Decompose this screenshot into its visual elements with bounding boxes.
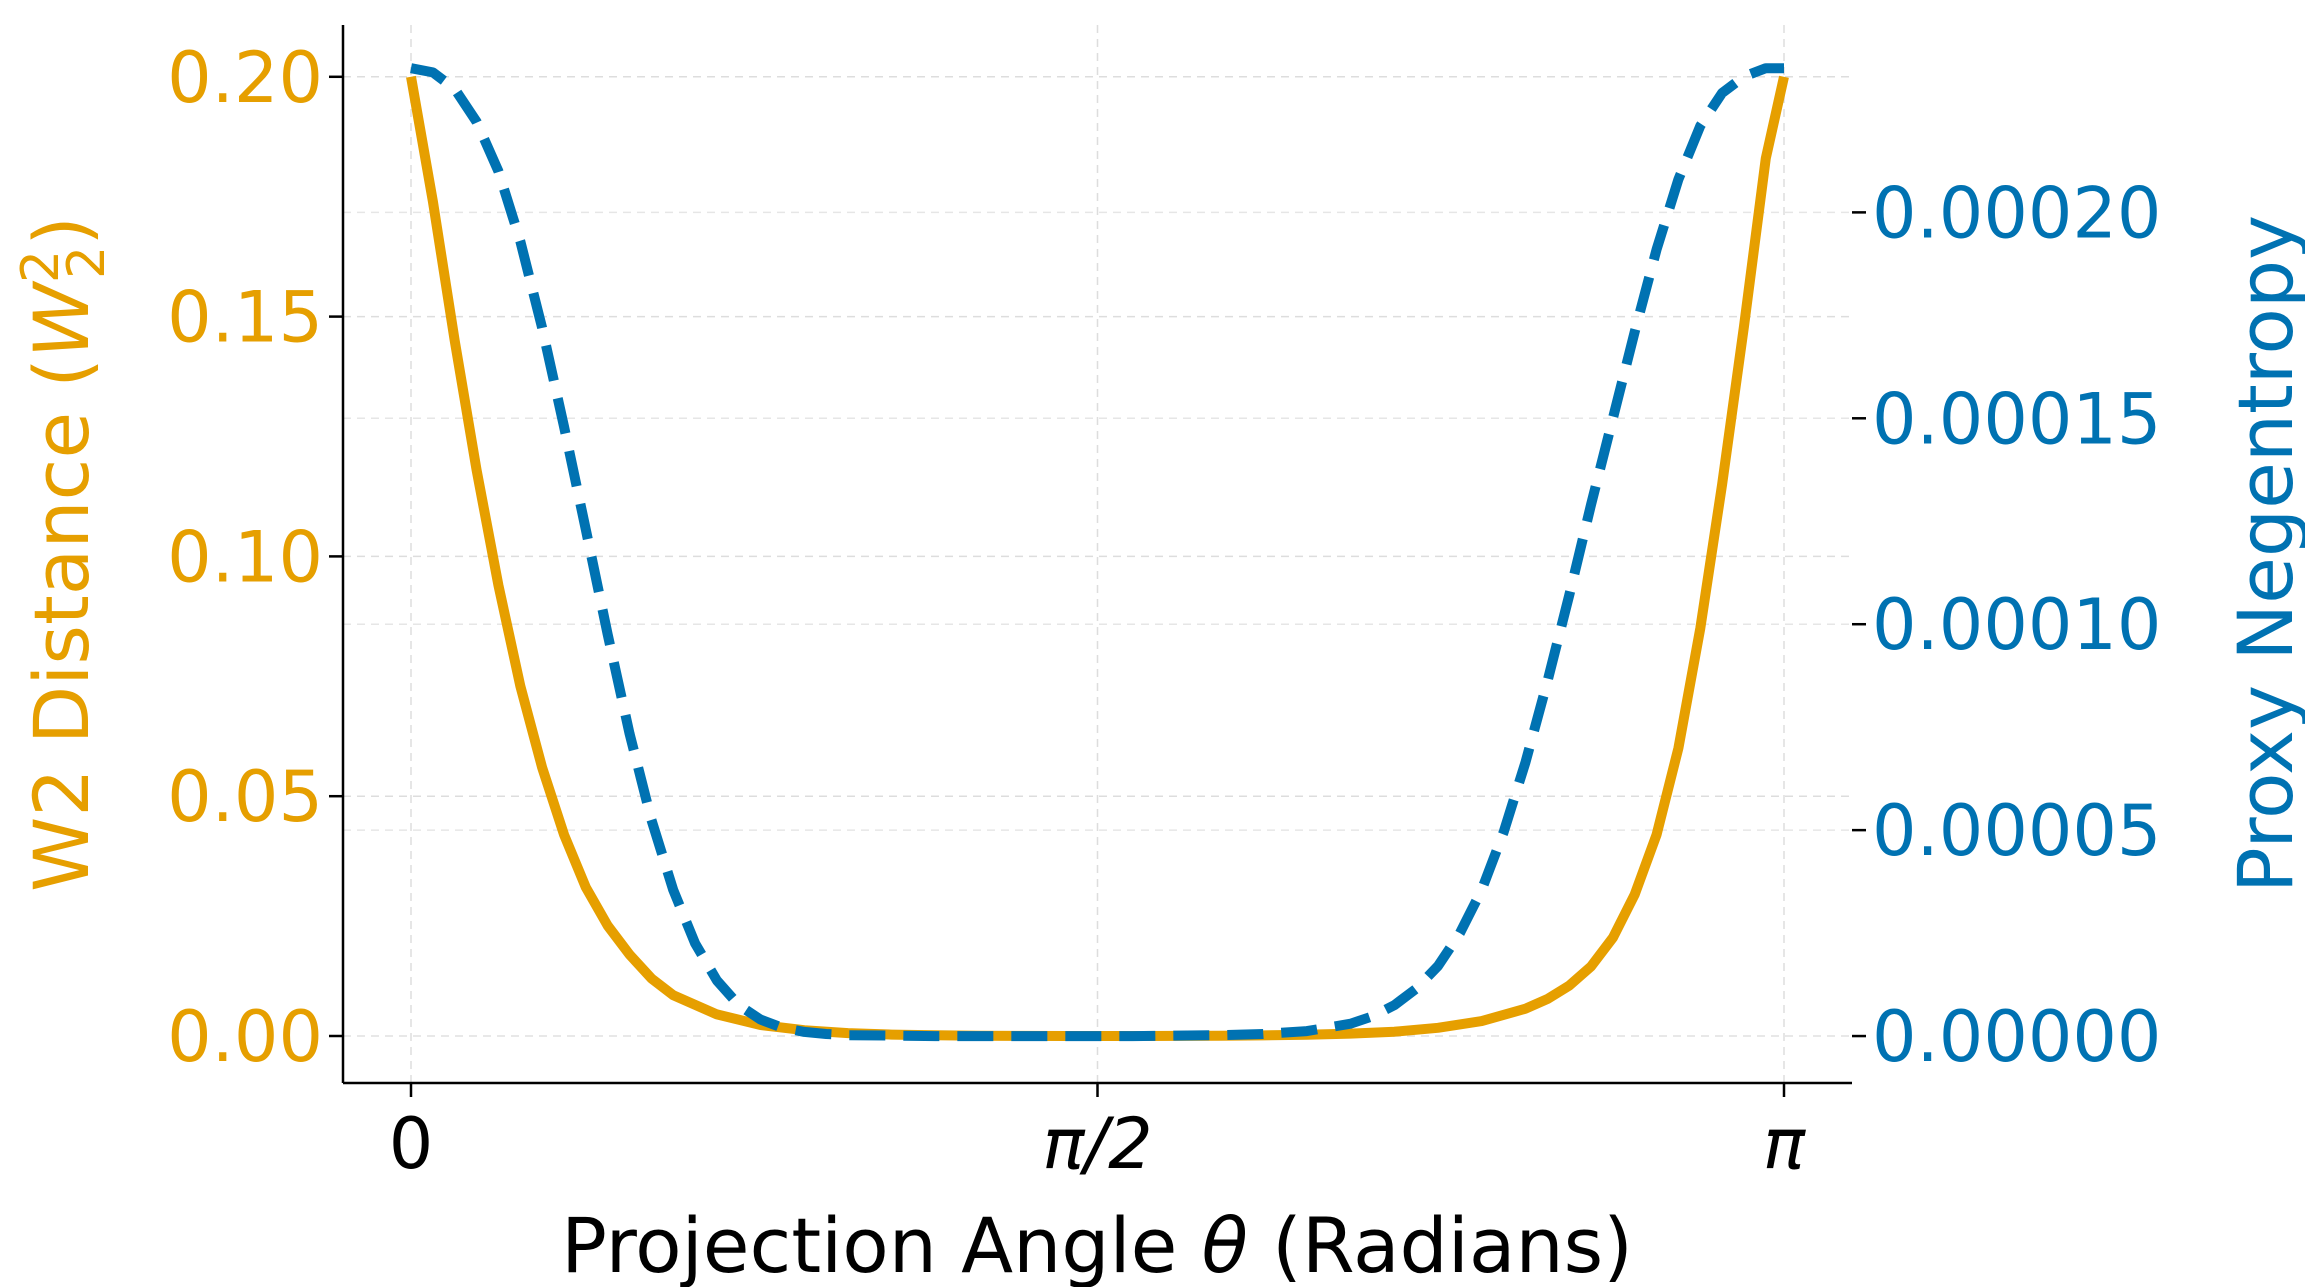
grid [343, 25, 1852, 1083]
series-layer [406, 63, 1789, 1042]
left-tick-label: 0.15 [167, 277, 323, 359]
left-tick-label: 0.05 [167, 756, 323, 838]
left-tick-label: 0.00 [167, 996, 323, 1078]
left-tick-label: 0.10 [167, 516, 323, 598]
x-axis-title: Projection Angle θ (Radians) [561, 1201, 1633, 1287]
right-tick-label: 0.00010 [1872, 584, 2161, 666]
right-tick-label: 0.00020 [1872, 172, 2161, 254]
right-tick-label: 0.00000 [1872, 996, 2161, 1078]
x-tick-label: π/2 [1042, 1103, 1152, 1185]
right-tick-label: 0.00015 [1872, 378, 2161, 460]
right-axis-title: Proxy Negentropy [2221, 215, 2305, 893]
left-axis-title: W2 Distance (W22) [11, 216, 117, 892]
x-tick-label: π [1763, 1103, 1807, 1185]
ticks: 0 π/2 π 0.00 0.05 0.10 0.15 0.20 0.00000 0.00005 0… [167, 37, 2161, 1185]
series-proxy-negentropy-line [410, 63, 1784, 1042]
right-tick-label: 0.00005 [1872, 790, 2161, 872]
x-tick-label: 0 [389, 1103, 434, 1185]
left-tick-label: 0.20 [167, 37, 323, 119]
